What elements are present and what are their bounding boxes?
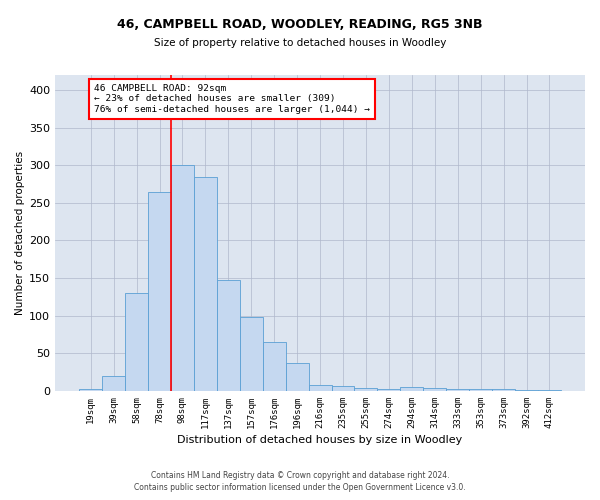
X-axis label: Distribution of detached houses by size in Woodley: Distribution of detached houses by size …	[178, 435, 463, 445]
Bar	[308, 385, 332, 391]
Bar	[79, 388, 102, 391]
Bar	[423, 388, 446, 391]
Bar	[148, 192, 171, 391]
Text: 46, CAMPBELL ROAD, WOODLEY, READING, RG5 3NB: 46, CAMPBELL ROAD, WOODLEY, READING, RG5…	[117, 18, 483, 30]
Y-axis label: Number of detached properties: Number of detached properties	[15, 151, 25, 315]
Bar	[240, 317, 263, 391]
Bar	[194, 176, 217, 391]
Bar	[217, 280, 240, 391]
Bar	[286, 363, 308, 391]
Bar	[263, 342, 286, 391]
Bar	[125, 293, 148, 391]
Bar	[171, 166, 194, 391]
Bar	[515, 390, 538, 391]
Bar	[355, 388, 377, 391]
Bar	[377, 388, 400, 391]
Text: Size of property relative to detached houses in Woodley: Size of property relative to detached ho…	[154, 38, 446, 48]
Bar	[446, 388, 469, 391]
Bar	[332, 386, 355, 391]
Bar	[400, 387, 423, 391]
Text: Contains HM Land Registry data © Crown copyright and database right 2024.
Contai: Contains HM Land Registry data © Crown c…	[134, 471, 466, 492]
Bar	[492, 390, 515, 391]
Bar	[538, 390, 561, 391]
Bar	[469, 390, 492, 391]
Bar	[102, 376, 125, 391]
Text: 46 CAMPBELL ROAD: 92sqm
← 23% of detached houses are smaller (309)
76% of semi-d: 46 CAMPBELL ROAD: 92sqm ← 23% of detache…	[94, 84, 370, 114]
